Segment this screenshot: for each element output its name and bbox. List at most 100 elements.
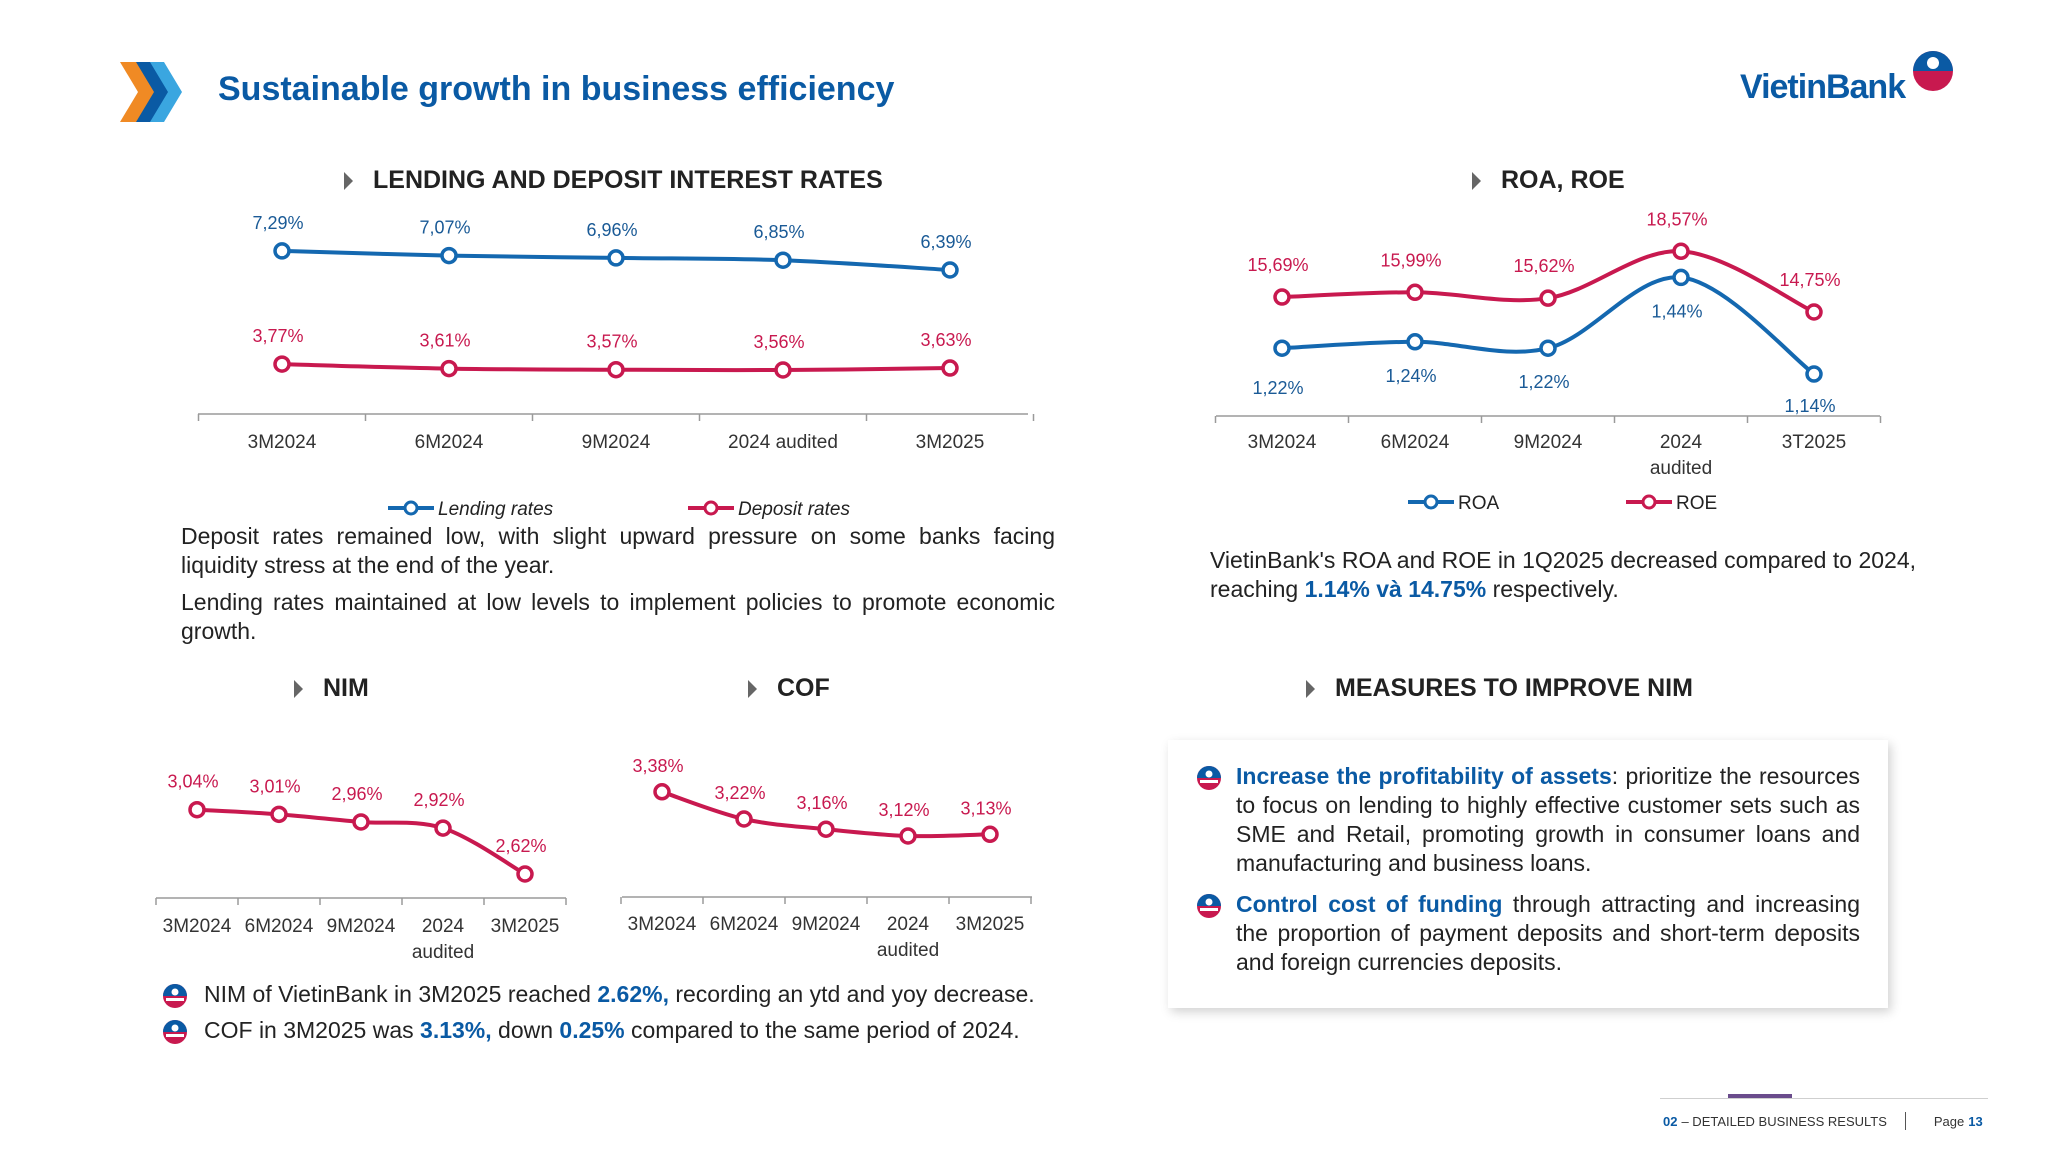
page-title: Sustainable growth in business efficienc… [218,70,895,108]
roa_roe-data-point [1805,303,1823,321]
nim-bullet-2-text-c: compared to the same period of 2024. [631,1017,1020,1043]
roa_roe-data-label: 15,62% [1513,256,1574,276]
caret-right-icon [344,171,353,190]
roa_roe-tick-label: 9M2024 [1514,432,1583,453]
roa_roe-data-point [1406,333,1424,351]
nim-tick-label: 6M2024 [245,916,314,937]
cof-tick-label: 6M2024 [710,914,779,935]
bank-bullet-icon [1197,894,1221,918]
roa_roe-tick-label: audited [1650,458,1712,479]
brand-emblem-icon [1913,51,1953,91]
nim-data-label: 2,92% [413,790,464,810]
roa_roe-data-point [1406,283,1424,302]
nim-data-label: 3,04% [167,772,218,792]
roa_roe-data-label: 15,99% [1380,250,1441,270]
list-item: Control cost of funding through attracti… [1196,890,1860,977]
measure-2-text: through attracting and increasing the pr… [1236,891,1860,975]
nim-data-point [434,819,452,837]
measures-section-title: MEASURES TO IMPROVE NIM [1306,674,1693,703]
rates-data-point [273,242,291,260]
caret-right-icon [1306,679,1315,698]
roa_roe-data-label: 1,22% [1252,378,1303,398]
roa_roe-data-label: 15,69% [1247,255,1308,275]
rates-tick-label: 6M2024 [415,432,484,453]
rates-legend-label: Lending rates [438,499,554,520]
caret-right-icon [748,679,757,698]
cof-data-label: 3,38% [632,756,683,776]
chevron-logo-icon [120,62,182,122]
roa_roe-data-label: 14,75% [1779,270,1840,290]
footer-section-number: 02 [1663,1113,1678,1129]
roa_roe-legend-label: ROE [1676,493,1717,514]
roa_roe-tick-label: 3T2025 [1782,432,1846,453]
caret-right-icon [1472,171,1481,190]
rates-data-point [941,261,959,279]
nim-title-text: NIM [323,674,369,702]
footer: 02 – DETAILED BUSINESS RESULTS Page 13 [1663,1112,1983,1130]
list-item: NIM of VietinBank in 3M2025 reached 2.62… [162,980,1035,1009]
roa_roe-data-point [1539,339,1557,357]
measure-1-title: Increase the profitability of assets [1236,763,1612,789]
roa-text: VietinBank's ROA and ROE in 1Q2025 decre… [1210,547,1916,602]
rates-data-label: 6,39% [920,232,971,252]
roa-title-text: ROA, ROE [1501,166,1625,194]
roa_roe-data-point [1672,268,1690,287]
roa_roe-data-label: 18,57% [1646,209,1707,229]
cof-tick-label: 9M2024 [792,914,861,935]
cof-title-text: COF [777,674,830,702]
roa_roe-tick-label: 3M2024 [1248,432,1317,453]
roa-text-end: respectively. [1492,576,1619,602]
brand-logo: VietinBank [1740,48,1970,108]
nim-data-label: 2,62% [495,836,546,856]
roa_roe-data-label: 1,14% [1784,396,1835,416]
nim-data-point [352,813,370,831]
roa_roe-data-label: 1,44% [1651,301,1702,321]
cof-data-point [653,783,671,801]
rates-data-label: 7,07% [419,218,470,238]
bank-bullet-icon [163,984,187,1008]
nim-bullet-2-bold-2: 0.25% [559,1017,625,1043]
roa_roe-legend-label: ROA [1458,493,1500,514]
rates-data-label: 6,96% [586,220,637,240]
bank-bullet-icon [1197,766,1221,790]
roa_roe-data-label: 1,22% [1518,372,1569,392]
nim-bullet-1-text-b: recording an ytd and yoy decrease. [675,981,1035,1007]
measure-1-text: : prioritize the resources to focus on l… [1236,763,1860,876]
rates-data-point [607,249,625,267]
nim-tick-label: 9M2024 [327,916,396,937]
rates-tick-label: 9M2024 [582,432,651,453]
nim-data-point [270,805,288,824]
rates-paragraph-1: Deposit rates remained low, with slight … [181,523,1055,578]
rates-data-label: 3,63% [920,330,971,350]
nim-data-point [188,800,206,819]
rates-data-point [774,361,792,379]
rates-tick-label: 2024 audited [728,432,838,453]
list-item: Increase the profitability of assets: pr… [1196,762,1860,878]
cof-data-label: 3,13% [960,798,1011,818]
nim-bullet-1-text-a: NIM of VietinBank in 3M2025 reached [204,981,591,1007]
cof-data-point [899,827,917,845]
brand-name: VietinBank [1740,68,1906,106]
nim-data-label: 2,96% [331,784,382,804]
roa_roe-legend-marker [1641,494,1657,510]
rates-data-label: 3,61% [419,331,470,351]
roa_roe-tick-label: 6M2024 [1381,432,1450,453]
rates-legend-marker [703,500,719,516]
roa-highlight: 1.14% và 14.75% [1304,576,1487,602]
footer-rule [1660,1098,1988,1099]
nim-bullet-2-bold-1: 3.13%, [420,1017,492,1043]
cof-data-point [817,820,835,838]
roa_roe-data-point [1539,289,1557,307]
roa_roe-data-point [1273,339,1291,357]
footer-page-number: 13 [1968,1113,1983,1129]
nim-tick-label: 2024 [422,916,465,937]
cof-tick-label: 3M2024 [628,914,697,935]
rates-paragraph-2: Lending rates maintained at low levels t… [181,589,1055,644]
cof-tick-label: 3M2025 [956,914,1025,935]
cof-data-point [981,825,999,844]
cof-section-title: COF [748,674,830,703]
measures-box: Increase the profitability of assets: pr… [1168,740,1888,1008]
nim-tick-label: 3M2025 [491,916,560,937]
nim-data-point [516,865,534,883]
rates-data-point [941,359,959,377]
